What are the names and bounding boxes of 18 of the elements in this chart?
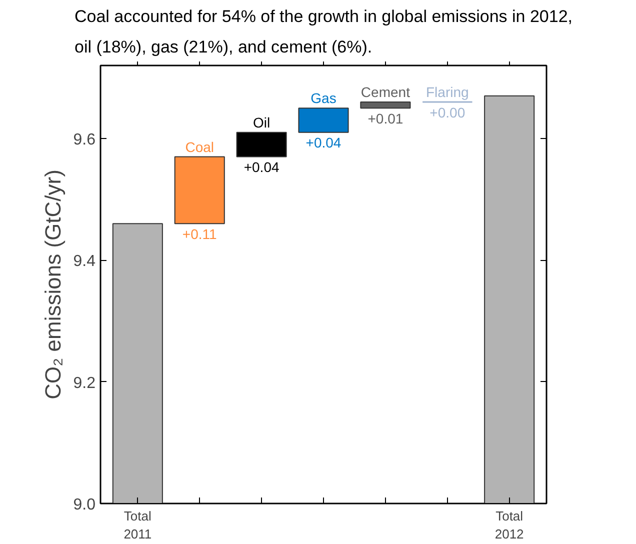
series-label: Gas (310, 90, 336, 106)
data-label: +0.04 (244, 159, 280, 176)
series-label: Flaring (426, 84, 469, 100)
series-label: Oil (253, 114, 270, 130)
y-tick-label: 9.2 (73, 374, 96, 392)
data-label: +0.11 (182, 226, 218, 242)
x-tick-label: Total 2011 (124, 508, 152, 542)
series-label: Coal (185, 138, 214, 155)
data-label: +0.01 (368, 110, 404, 126)
chart-title: Coal accounted for 54% of the growth in global emissions in 2012, oil (18%), gas (21%), and cement (6%). (74, 7, 573, 56)
y-tick-label: 9.6 (73, 132, 96, 148)
y-tick-label: 9.4 (73, 253, 96, 270)
y-axis-title: CO₂ emissions (GtC/yr) (40, 170, 66, 400)
series-label: Cement (360, 84, 410, 100)
y-tick-label: 9.0 (73, 496, 96, 514)
x-tick-label: Total 2012 (494, 508, 524, 542)
data-label: +0.00 (430, 104, 466, 120)
data-label: +0.04 (306, 134, 342, 151)
